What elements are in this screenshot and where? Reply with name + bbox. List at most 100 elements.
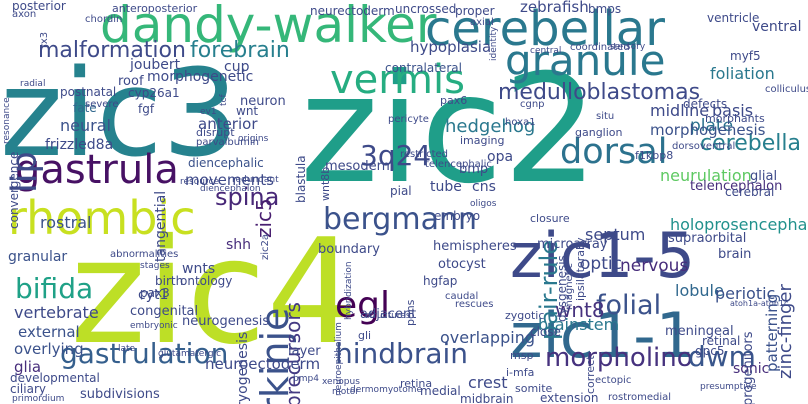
word-neuroectoderm: neuroectoderm	[205, 355, 321, 373]
word-diencephalic: diencephalic	[188, 156, 264, 170]
word-bmp: bmp	[459, 162, 489, 177]
word-septum: septum	[585, 225, 646, 244]
word-hedgehog: hedgehog	[445, 116, 536, 137]
word-cerebellar: cerebellar	[425, 1, 665, 57]
word-malformation: malformation	[38, 38, 186, 63]
word-f1kbp8: f1kbp8	[635, 149, 674, 162]
word-disrupt: disrupt	[196, 126, 235, 139]
word-caudal: caudal	[445, 291, 479, 302]
word-axial: axial	[470, 17, 494, 28]
word-dermomyotome: dermomyotome	[350, 385, 423, 395]
word-axon: axon	[12, 9, 37, 20]
word-colliculus: colliculus	[765, 84, 808, 95]
word-birth: birth	[155, 274, 184, 288]
word-fate: fate	[73, 101, 97, 115]
word-forebrain: forebrain	[190, 38, 290, 63]
word-morphogenetic: morphogenetic	[147, 69, 254, 85]
word-dorsoventral: dorsoventral	[672, 141, 736, 152]
word-zic4: zic4	[70, 208, 359, 377]
word-situ: situ	[596, 111, 615, 122]
word-pons: pons	[404, 299, 417, 327]
word-zic2a: zic2a	[260, 233, 271, 260]
word-glia: glia	[14, 358, 42, 376]
word-midbrain: midbrain	[460, 392, 514, 404]
word-gpc5: gpc5	[695, 344, 725, 358]
word-wnt8b: wnt8b	[319, 166, 332, 201]
word-medial: medial	[420, 384, 461, 398]
word-blastula: blastula	[294, 155, 308, 203]
word-identity: identity	[489, 26, 499, 62]
word-hypoplasia: hypoplasia	[410, 38, 492, 56]
word-wnt: wnt	[236, 104, 259, 118]
word-neurectoderm: neurectoderm	[310, 4, 395, 18]
word-foliation: foliation	[710, 64, 775, 83]
word-granule: granule	[505, 36, 666, 85]
word-somite: somite	[515, 382, 553, 395]
word-radial: radial	[20, 79, 46, 89]
word-myf5: myf5	[730, 49, 761, 63]
word-egl: egl	[335, 285, 391, 326]
word-zic1-1: zic1-1	[510, 299, 696, 372]
word-overlying: overlying	[14, 340, 84, 358]
word-imaging: imaging	[460, 134, 505, 147]
word-cns: cns	[472, 179, 496, 195]
word-ventral: ventral	[752, 19, 802, 35]
word-overlapping: overlapping	[440, 328, 535, 347]
word-zic5: zic5	[252, 198, 276, 238]
word-primordium: primordium	[12, 394, 65, 404]
word-bmp4: bmp4	[293, 374, 319, 384]
word-medulloblastomas: medulloblastomas	[498, 80, 701, 105]
word-xenopus: xenopus	[322, 377, 360, 387]
word-zic3: zic3	[0, 45, 239, 184]
word-opa: opa	[487, 149, 514, 165]
word-developmental: developmental	[10, 371, 100, 385]
word-anteroposterior: anteroposterior	[112, 2, 198, 15]
word-restricted: restricted	[400, 149, 448, 160]
word-redundant: redundant	[232, 175, 279, 185]
word-cyt1: cyt1	[138, 287, 169, 303]
word-closure: closure	[530, 212, 570, 225]
word-neurogenesis: neurogenesis	[182, 314, 270, 329]
word-zebrafish: zebrafish	[520, 0, 589, 16]
word-ontology: ontology	[180, 274, 233, 288]
word-brainstem: brainstem	[538, 315, 620, 334]
word-lobule: lobule	[675, 281, 724, 300]
word-posterior: posterior	[12, 0, 66, 13]
word-supraorbital: supraorbital	[668, 231, 747, 246]
word-external: external	[18, 323, 80, 341]
word-wnt8: wnt8	[555, 298, 605, 322]
word-extension: extension	[540, 391, 599, 404]
word-diencephalon: diencephalon	[200, 184, 261, 194]
word-optic: optic	[580, 254, 622, 274]
word-origins: origins	[238, 134, 269, 144]
word-periotic: periotic	[715, 284, 776, 303]
word-brain: brain	[718, 247, 752, 262]
word-central: central	[530, 46, 562, 56]
word-zic2: zic2	[300, 43, 599, 217]
word-tcf: tcf	[219, 94, 229, 107]
word-ectopic: ectopic	[595, 375, 632, 386]
word-rx3: rx3	[39, 31, 50, 48]
word-basis: basis	[712, 101, 754, 120]
word-magnetic: magnetic	[564, 263, 575, 310]
word-ipsilaterally: ipsilaterally	[574, 237, 587, 301]
word-hgfap: hgfap	[423, 274, 458, 288]
word-contralateral: contralateral	[385, 61, 462, 75]
word-folial: folial	[596, 290, 662, 321]
word-vermis: vermis	[330, 57, 465, 103]
word-roof: roof	[118, 74, 144, 89]
word-anterior: anterior	[198, 115, 258, 133]
word-zic1-5: zic1-5	[510, 219, 696, 292]
word-late: late	[118, 344, 136, 354]
word-chordin: chordin	[85, 14, 123, 25]
word-resonance: resonance	[2, 96, 12, 144]
word-cgnp: cgnp	[520, 99, 545, 110]
word-morpholino: morpholino	[545, 343, 693, 373]
word-telencephalon: telencephalon	[690, 179, 783, 194]
word-postnatal: postnatal	[60, 85, 117, 99]
word-cyp26a1: cyp26a1	[128, 86, 180, 100]
word-pial: pial	[390, 184, 412, 198]
word-hoxa1: hoxa1	[505, 117, 536, 128]
word-motor: motor	[332, 387, 360, 397]
word-gastrula: gastrula	[15, 147, 179, 193]
